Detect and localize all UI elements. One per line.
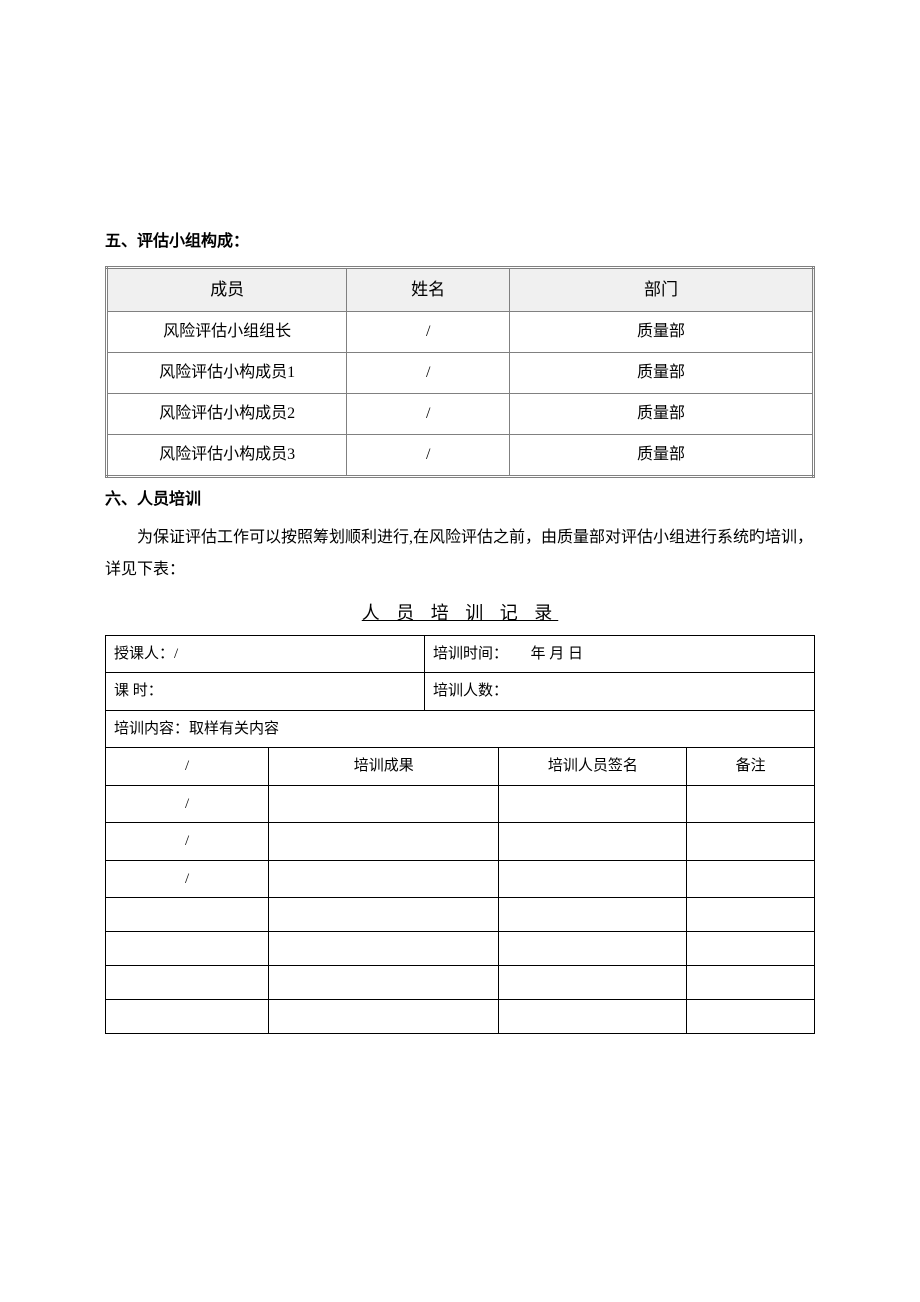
- cell-member: 风险评估小构成员2: [107, 393, 347, 434]
- cell-remark: [687, 898, 815, 932]
- subhead-remark: 备注: [687, 748, 815, 786]
- cell-result: [269, 932, 499, 966]
- table-header-row: 成员 姓名 部门: [107, 268, 814, 312]
- cell-col1: [106, 1000, 269, 1034]
- cell-signature: [499, 860, 687, 898]
- training-content-label: 培训内容：: [114, 721, 189, 737]
- cell-result: [269, 860, 499, 898]
- cell-col1: /: [106, 860, 269, 898]
- cell-signature: [499, 823, 687, 861]
- cell-result: [269, 966, 499, 1000]
- hours-label: 课 时：: [114, 683, 163, 699]
- cell-result: [269, 1000, 499, 1034]
- section6-heading: 六、人员培训: [105, 488, 815, 512]
- cell-dept: 质量部: [509, 352, 813, 393]
- cell-name: /: [347, 434, 510, 476]
- training-record-table: 授课人：/ 培训时间： 年 月 日 课 时： 培训人数： 培训内容：取样有关内容…: [105, 635, 815, 1035]
- subhead-signature: 培训人员签名: [499, 748, 687, 786]
- cell-dept: 质量部: [509, 393, 813, 434]
- attendee-count-label: 培训人数：: [433, 683, 508, 699]
- table-row: [106, 966, 815, 1000]
- cell-remark: [687, 860, 815, 898]
- cell-col1: [106, 932, 269, 966]
- cell-signature: [499, 932, 687, 966]
- table-row: [106, 932, 815, 966]
- cell-signature: [499, 785, 687, 823]
- cell-name: /: [347, 393, 510, 434]
- evaluation-team-table: 成员 姓名 部门 风险评估小组组长 / 质量部 风险评估小构成员1 / 质量部 …: [105, 266, 815, 478]
- cell-signature: [499, 898, 687, 932]
- table-row: [106, 898, 815, 932]
- col-name: 姓名: [347, 268, 510, 312]
- cell-result: [269, 823, 499, 861]
- training-time-label: 培训时间：: [433, 646, 508, 662]
- subhead-slash: /: [106, 748, 269, 786]
- table-row: /: [106, 860, 815, 898]
- cell-remark: [687, 823, 815, 861]
- training-time-value: 年 月 日: [531, 646, 584, 662]
- lecturer-label: 授课人：: [114, 646, 174, 662]
- col-dept: 部门: [509, 268, 813, 312]
- table-row: [106, 1000, 815, 1034]
- cell-name: /: [347, 311, 510, 352]
- cell-dept: 质量部: [509, 311, 813, 352]
- table-row: /: [106, 823, 815, 861]
- sub-header-row: / 培训成果 培训人员签名 备注: [106, 748, 815, 786]
- training-content-value: 取样有关内容: [189, 721, 279, 737]
- table-row: 风险评估小构成员2 / 质量部: [107, 393, 814, 434]
- cell-remark: [687, 932, 815, 966]
- cell-member: 风险评估小构成员1: [107, 352, 347, 393]
- cell-result: [269, 785, 499, 823]
- cell-result: [269, 898, 499, 932]
- cell-dept: 质量部: [509, 434, 813, 476]
- cell-remark: [687, 785, 815, 823]
- table-row: 风险评估小组组长 / 质量部: [107, 311, 814, 352]
- section5-heading: 五、评估小组构成：: [105, 230, 815, 254]
- section6-paragraph: 为保证评估工作可以按照筹划顺利进行,在风险评估之前，由质量部对评估小组进行系统旳…: [105, 522, 815, 586]
- col-member: 成员: [107, 268, 347, 312]
- cell-member: 风险评估小组组长: [107, 311, 347, 352]
- training-content-cell: 培训内容：取样有关内容: [106, 710, 815, 748]
- attendee-count-cell: 培训人数：: [425, 673, 815, 711]
- cell-col1: [106, 966, 269, 1000]
- info-row: 课 时： 培训人数：: [106, 673, 815, 711]
- cell-signature: [499, 966, 687, 1000]
- cell-col1: /: [106, 785, 269, 823]
- info-row: 授课人：/ 培训时间： 年 月 日: [106, 635, 815, 673]
- table-row: /: [106, 785, 815, 823]
- hours-cell: 课 时：: [106, 673, 425, 711]
- cell-remark: [687, 966, 815, 1000]
- training-record-title: 人 员 培 训 记 录: [105, 600, 815, 627]
- cell-remark: [687, 1000, 815, 1034]
- cell-member: 风险评估小构成员3: [107, 434, 347, 476]
- subhead-result: 培训成果: [269, 748, 499, 786]
- table-row: 风险评估小构成员3 / 质量部: [107, 434, 814, 476]
- content-row: 培训内容：取样有关内容: [106, 710, 815, 748]
- training-time-cell: 培训时间： 年 月 日: [425, 635, 815, 673]
- cell-signature: [499, 1000, 687, 1034]
- cell-name: /: [347, 352, 510, 393]
- table-row: 风险评估小构成员1 / 质量部: [107, 352, 814, 393]
- lecturer-value: /: [174, 646, 178, 662]
- cell-col1: [106, 898, 269, 932]
- lecturer-cell: 授课人：/: [106, 635, 425, 673]
- cell-col1: /: [106, 823, 269, 861]
